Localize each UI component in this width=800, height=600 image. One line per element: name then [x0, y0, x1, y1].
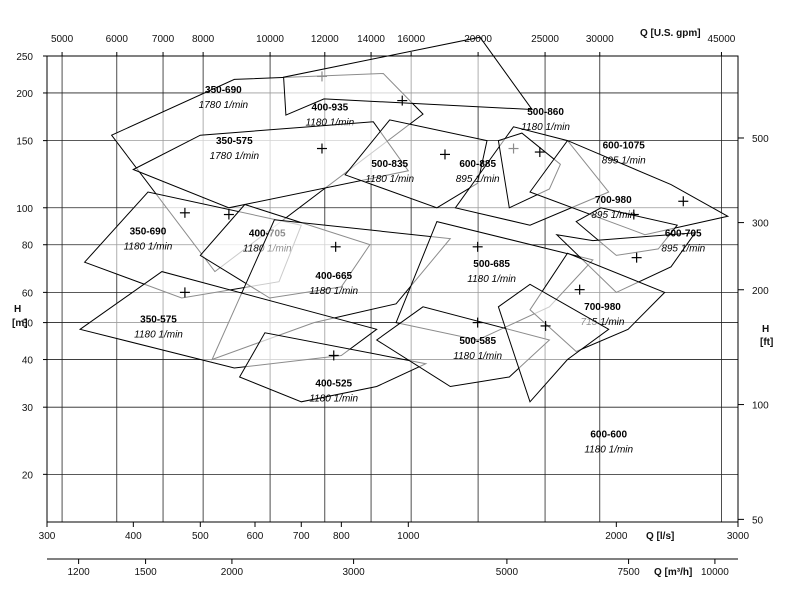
y-left-tick-label: 60 [22, 288, 34, 299]
y-right-tick-label: 100 [752, 401, 769, 412]
x-axis-label-top: Q [U.S. gpm] [640, 28, 701, 39]
y-right-tick-label: 50 [752, 515, 764, 526]
x-bottom2-tick-label: 2000 [221, 567, 244, 578]
x-bottom-tick-label: 800 [333, 531, 350, 542]
x-bottom-tick-label: 700 [293, 531, 310, 542]
x-top-tick-label: 7000 [152, 34, 175, 45]
region-speed-label: 895 1/min [602, 156, 646, 167]
x-bottom-tick-label: 300 [39, 531, 56, 542]
pump-region: 350-575 1780 1/min [132, 121, 410, 209]
x-top-tick-label: 12000 [311, 34, 339, 45]
region-model-label: 350-690 [130, 227, 167, 238]
region-speed-label: 1180 1/min [467, 274, 516, 285]
region-speed-label: 1780 1/min [210, 151, 260, 162]
y-left-tick-label: 40 [22, 356, 34, 367]
region-speed-label: 1180 1/min [134, 330, 183, 341]
region-model-label: 500-860 [527, 107, 564, 118]
region-outline [238, 332, 428, 403]
x-bottom2-tick-label: 3000 [342, 567, 365, 578]
y-right-tick-label: 300 [752, 219, 769, 230]
x-top-tick-label: 25000 [531, 34, 559, 45]
y-left-tick-label: 80 [22, 241, 34, 252]
region-model-label: 500-835 [371, 159, 408, 170]
x-top-tick-label: 5000 [51, 34, 74, 45]
region-speed-label: 1180 1/min [365, 174, 414, 185]
x-top-tick-label: 45000 [708, 34, 736, 45]
x-bottom-tick-label: 3000 [727, 531, 750, 542]
y-left-tick-label: 100 [16, 204, 33, 215]
region-model-label: 400-935 [312, 102, 349, 113]
region-speed-label: 895 1/min [591, 210, 635, 221]
region-model-label: 600-600 [590, 429, 627, 440]
pump-region: 400-935 1180 1/min [283, 36, 534, 128]
region-model-label: 400-665 [315, 271, 352, 282]
axis-ticks: 5000 6000 7000 8000 10000 12000 14000 16000 2000… [16, 34, 769, 578]
x-bottom2-tick-label: 1200 [67, 567, 90, 578]
x-bottom2-tick-label: 5000 [496, 567, 519, 578]
x-bottom2-tick-label: 7500 [617, 567, 640, 578]
pump-region: 600-600 1180 1/min [497, 283, 634, 455]
x-top-tick-label: 6000 [106, 34, 129, 45]
x-bottom2-tick-label: 10000 [701, 567, 729, 578]
region-model-label: 600-1075 [603, 141, 646, 152]
region-outline [283, 36, 534, 116]
y-left-tick-label: 50 [22, 319, 34, 330]
region-model-label: 350-575 [140, 315, 177, 326]
y-axis-label-left: H [14, 304, 21, 315]
plot-frame [46, 55, 739, 523]
region-speed-label: 1180 1/min [453, 351, 502, 362]
region-speed-label: 895 1/min [661, 244, 705, 255]
x-top-tick-label: 30000 [586, 34, 614, 45]
region-model-label: 700-980 [584, 302, 621, 313]
region-model-label: 600-705 [665, 229, 702, 240]
region-outline [497, 283, 610, 403]
region-outline [344, 119, 488, 209]
region-speed-label: 715 1/min [581, 317, 625, 328]
x-bottom-tick-label: 2000 [605, 531, 628, 542]
x-bottom-tick-label: 500 [192, 531, 209, 542]
pump-region: 500-835 1180 1/min [344, 119, 488, 209]
region-speed-label: 1180 1/min [124, 242, 173, 253]
region-model-label: 350-575 [216, 136, 253, 147]
y-left-tick-label: 150 [16, 137, 33, 148]
y-axis-unit-right: [ft] [760, 337, 773, 348]
y-axis-label-right: H [762, 324, 769, 335]
region-speed-label: 1780 1/min [199, 100, 249, 111]
region-speed-label: 1180 1/min [309, 286, 358, 297]
y-left-tick-label: 20 [22, 470, 34, 481]
x-bottom-tick-label: 400 [125, 531, 142, 542]
region-model-label: 700-980 [595, 195, 632, 206]
x-top-tick-label: 10000 [256, 34, 284, 45]
y-left-tick-label: 250 [16, 52, 33, 63]
region-model-label: 500-685 [473, 259, 510, 270]
y-left-tick-label: 30 [22, 403, 34, 414]
x-axis-label-bottom: Q [l/s] [646, 531, 674, 542]
x-bottom-tick-label: 1000 [397, 531, 420, 542]
region-speed-label: 895 1/min [456, 174, 500, 185]
x-bottom-tick-label: 600 [247, 531, 264, 542]
region-model-label: 400-525 [315, 378, 352, 389]
region-speed-label: 1180 1/min [309, 393, 358, 404]
region-model-label: 350-690 [205, 85, 242, 96]
x-top-tick-label: 14000 [357, 34, 385, 45]
region-model-label: 600-885 [459, 159, 496, 170]
y-right-tick-label: 200 [752, 286, 769, 297]
y-right-tick-label: 500 [752, 134, 769, 145]
x-top-tick-label: 20000 [464, 34, 492, 45]
y-axis-unit-left: [m] [12, 318, 28, 329]
x-bottom2-tick-label: 1500 [134, 567, 157, 578]
region-speed-label: 1180 1/min [521, 122, 570, 133]
x-axis-label-bottom2: Q [m³/h] [654, 567, 692, 578]
y-left-tick-label: 200 [16, 89, 33, 100]
pump-region: 400-525 1180 1/min [238, 332, 428, 404]
region-speed-label: 1180 1/min [305, 117, 354, 128]
region-speed-label: 1180 1/min [584, 444, 633, 455]
x-top-tick-label: 16000 [397, 34, 425, 45]
x-top-tick-label: 8000 [192, 34, 215, 45]
region-model-label: 500-585 [459, 336, 496, 347]
